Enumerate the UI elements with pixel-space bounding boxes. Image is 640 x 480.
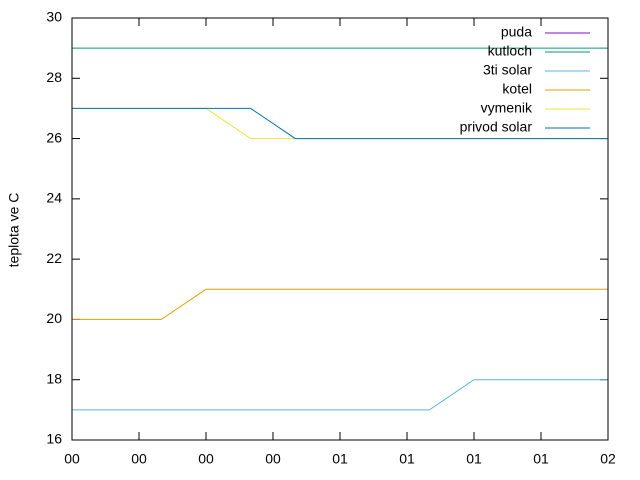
x-tick-label: 01	[466, 451, 482, 467]
y-axis-label: teplota ve C	[6, 193, 22, 268]
x-tick-label: 01	[533, 451, 549, 467]
series-line	[72, 107, 608, 140]
x-tick-label: 00	[265, 451, 281, 467]
legend-label: puda	[501, 24, 532, 40]
y-tick-label: 26	[46, 129, 62, 145]
y-tick-label: 30	[46, 9, 62, 25]
legend-label: privod solar	[460, 119, 533, 135]
y-tick-label: 28	[46, 69, 62, 85]
series-line	[72, 288, 608, 320]
y-tick-label: 18	[46, 370, 62, 386]
x-tick-label: 00	[64, 451, 80, 467]
series-line	[72, 379, 608, 411]
x-tick-label: 00	[131, 451, 147, 467]
legend-label: 3ti solar	[483, 62, 532, 78]
y-tick-label: 20	[46, 310, 62, 326]
x-tick-label: 01	[399, 451, 415, 467]
legend-label: vymenik	[481, 100, 533, 116]
x-tick-label: 02	[600, 451, 616, 467]
y-tick-label: 16	[46, 431, 62, 447]
legend-label: kotel	[502, 81, 532, 97]
x-tick-label: 01	[332, 451, 348, 467]
legend-label: kutloch	[488, 43, 532, 59]
x-tick-label: 00	[198, 451, 214, 467]
plot-border	[71, 17, 609, 441]
y-tick-label: 24	[46, 190, 62, 206]
y-tick-label: 22	[46, 250, 62, 266]
